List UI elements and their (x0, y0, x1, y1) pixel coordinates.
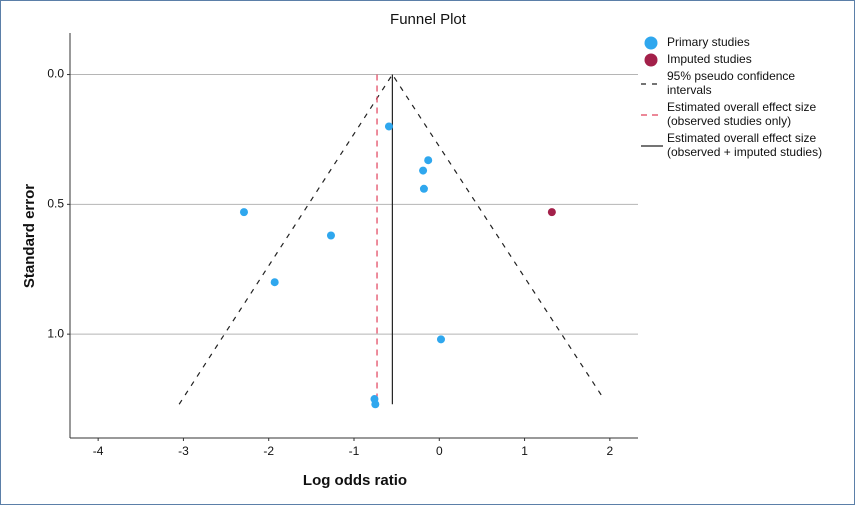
series-line (178, 73, 605, 405)
data-point (239, 208, 248, 217)
legend-marker (644, 36, 658, 50)
legend-marker (644, 53, 658, 67)
x-tick-label: -1 (349, 444, 360, 458)
legend-label: Estimated overall effect size (observed +… (667, 131, 822, 159)
data-point (424, 156, 433, 165)
x-tick-label: -4 (93, 444, 104, 458)
legend-label: Primary studies (667, 35, 750, 49)
x-tick-label: -3 (178, 444, 189, 458)
y-tick-label: 1.0 (47, 326, 64, 340)
data-point (436, 335, 445, 344)
legend-label: 95% pseudo confidence intervals (667, 69, 795, 97)
data-point (419, 166, 428, 175)
legend-label: Estimated overall effect size (observed s… (667, 100, 817, 128)
data-point (371, 400, 380, 409)
x-tick-label: 1 (521, 444, 528, 458)
data-point (419, 184, 428, 193)
x-tick-label: -2 (263, 444, 274, 458)
x-tick-label: 0 (436, 444, 443, 458)
y-tick-label: 0.5 (47, 197, 64, 211)
data-point (547, 208, 556, 217)
x-tick-label: 2 (607, 444, 614, 458)
data-point (384, 122, 393, 131)
y-tick-label: 0.0 (47, 67, 64, 81)
data-point (326, 231, 335, 240)
legend-label: Imputed studies (667, 52, 752, 66)
x-axis-label: Log odds ratio (303, 472, 407, 489)
chart-title: Funnel Plot (390, 11, 467, 28)
data-point (270, 278, 279, 287)
y-axis-label: Standard error (21, 184, 38, 288)
